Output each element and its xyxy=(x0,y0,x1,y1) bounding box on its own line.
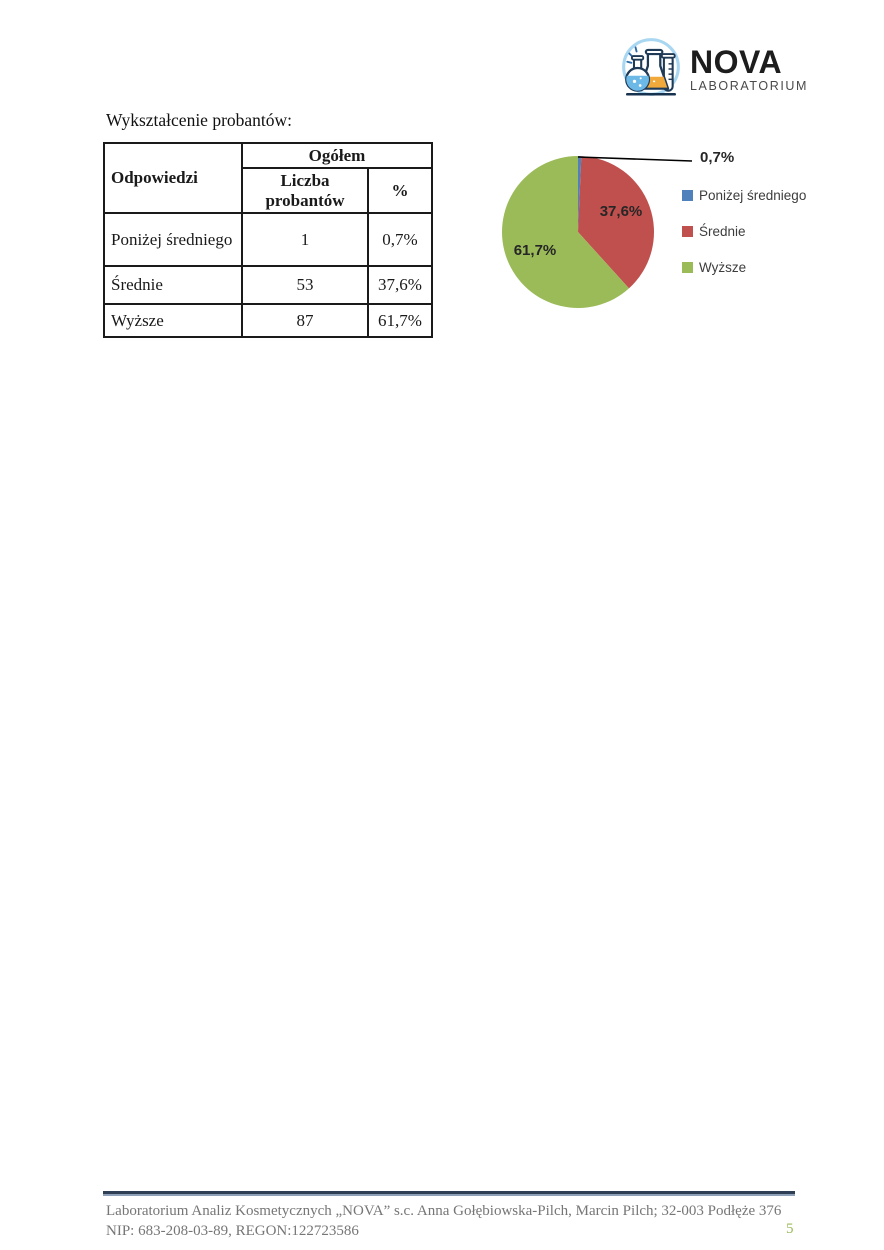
pie-slice-2 xyxy=(501,156,629,308)
legend-swatch-green xyxy=(682,262,693,273)
pie-label-wyzsze: 61,7% xyxy=(513,242,557,259)
row-percent: 37,6% xyxy=(367,265,433,305)
round-flask-shape xyxy=(625,55,651,92)
legend-label: Wyższe xyxy=(699,260,747,275)
logo-name: NOVA xyxy=(690,43,783,80)
education-table: Odpowiedzi Ogółem Liczba probantów % Pon… xyxy=(103,142,433,338)
callout-line xyxy=(577,156,693,162)
pie-chart xyxy=(501,155,693,308)
logo: NOVA LABORATORIUM xyxy=(618,36,808,102)
col-header-percent: % xyxy=(367,167,433,214)
row-label: Poniżej średniego xyxy=(103,212,243,267)
legend-swatch-red xyxy=(682,226,693,237)
logo-text: NOVA LABORATORIUM xyxy=(690,46,808,93)
row-label: Średnie xyxy=(103,265,243,305)
table-row: Poniżej średniego 1 0,7% xyxy=(103,212,433,267)
logo-subtitle: LABORATORIUM xyxy=(690,78,809,93)
legend-item: Poniżej średniego xyxy=(682,188,806,203)
row-label: Wyższe xyxy=(103,303,243,338)
pie-slice-1 xyxy=(578,156,654,289)
row-percent: 0,7% xyxy=(367,212,433,267)
section-heading: Wykształcenie probantów: xyxy=(106,110,293,130)
legend-label: Poniżej średniego xyxy=(699,188,807,203)
table-row: Średnie 53 37,6% xyxy=(103,265,433,305)
pie-label-ponizej: 0,7% xyxy=(700,149,735,166)
legend-label: Średnie xyxy=(699,224,746,239)
row-count: 87 xyxy=(241,303,369,338)
legend-item: Wyższe xyxy=(682,260,806,275)
page-number: 5 xyxy=(786,1221,794,1237)
education-table-wrapper: Odpowiedzi Ogółem Liczba probantów % Pon… xyxy=(103,142,433,338)
footer-line1: Laboratorium Analiz Kosmetycznych „NOVA”… xyxy=(106,1203,782,1219)
col-header-liczba-probantow: Liczba probantów xyxy=(241,167,369,214)
lab-flasks-icon xyxy=(622,38,680,96)
chart-legend: Poniżej średniego Średnie Wyższe xyxy=(682,188,806,296)
pie-slice-0 xyxy=(578,155,582,232)
pie-label-srednie: 37,6% xyxy=(599,203,643,220)
footer-line2: NIP: 683-208-03-89, REGON:122723586 xyxy=(106,1222,359,1239)
legend-item: Średnie xyxy=(682,224,806,239)
footer-divider xyxy=(103,1191,795,1196)
footer-text: Laboratorium Analiz Kosmetycznych „NOVA”… xyxy=(106,1202,806,1241)
row-percent: 61,7% xyxy=(367,303,433,338)
table-row: Wyższe 87 61,7% xyxy=(103,303,433,338)
row-count: 53 xyxy=(241,265,369,305)
legend-swatch-blue xyxy=(682,190,693,201)
col-header-odpowiedzi: Odpowiedzi xyxy=(103,142,243,214)
col-group-header-ogolem: Ogółem xyxy=(241,142,433,169)
row-count: 1 xyxy=(241,212,369,267)
